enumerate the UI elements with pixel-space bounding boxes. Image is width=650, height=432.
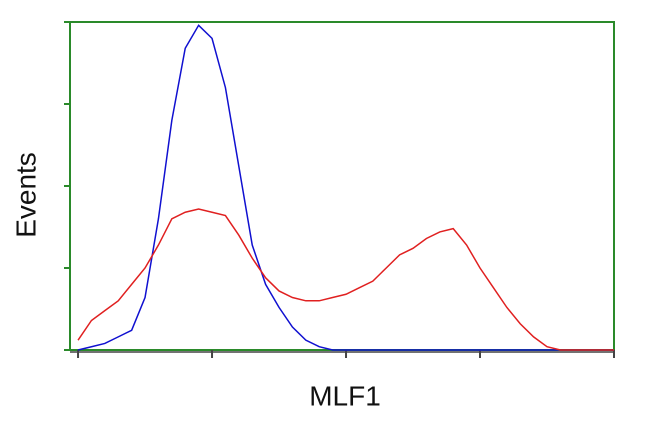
plot-frame	[69, 21, 615, 351]
x-axis-label: MLF1	[309, 380, 381, 411]
histogram-line	[77, 24, 614, 351]
y-axis-label: Events	[10, 152, 41, 238]
histogram-line	[77, 208, 614, 351]
